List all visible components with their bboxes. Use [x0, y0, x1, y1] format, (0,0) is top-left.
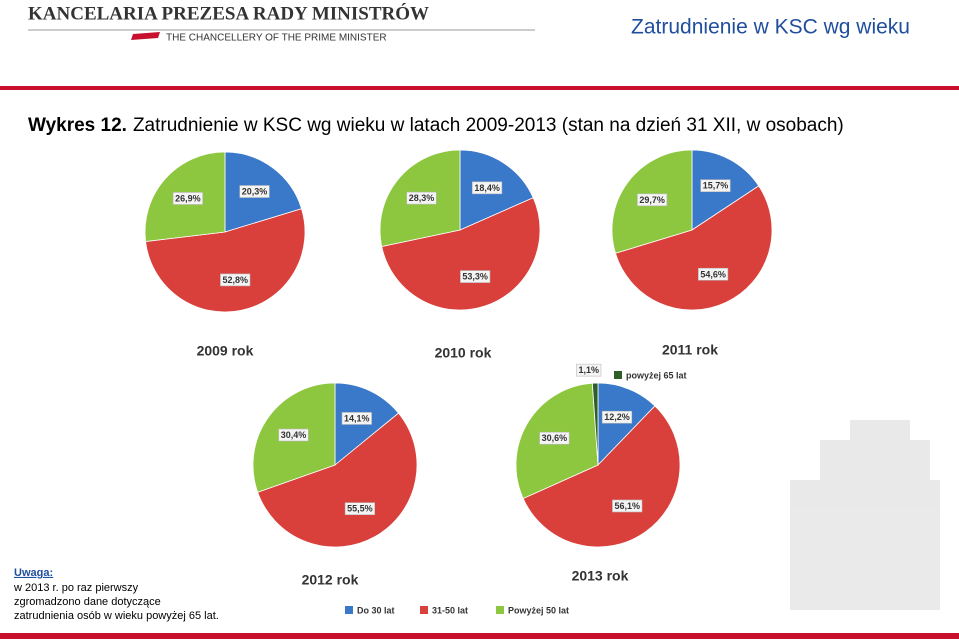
legend-label: Powyżej 50 lat: [508, 605, 569, 615]
pie-title: 2010 rok: [435, 345, 492, 361]
legend-label: powyżej 65 lat: [626, 370, 687, 380]
building-decoration: [790, 420, 940, 610]
value-label: 54,6%: [700, 269, 726, 279]
legend-swatch: [614, 371, 622, 379]
value-label-box: [539, 431, 570, 445]
value-label-box: [406, 191, 437, 205]
legend-label: Do 30 lat: [357, 605, 395, 615]
value-label: 18,4%: [474, 183, 500, 193]
note-title: Uwaga:: [14, 567, 53, 579]
legend-label: 31-50 lat: [432, 605, 468, 615]
value-label: 28,3%: [409, 193, 435, 203]
note-line: w 2013 r. po raz pierwszy: [13, 582, 139, 594]
value-label-box: [172, 192, 203, 205]
value-label: 1,1%: [578, 365, 599, 375]
value-label-box: [698, 267, 729, 281]
value-label-box: [472, 181, 503, 195]
value-label: 55,5%: [347, 504, 373, 514]
value-label-box: [344, 502, 375, 515]
value-label-box: [612, 499, 643, 513]
value-label-box: [576, 363, 602, 377]
pie-slice: [597, 382, 656, 466]
pie-slice: [591, 382, 599, 466]
value-label: 56,1%: [614, 501, 640, 511]
org-name-en: THE CHANCELLERY OF THE PRIME MINISTER: [166, 33, 387, 44]
pie-slice: [381, 197, 541, 311]
top-rule: [0, 86, 959, 90]
value-label: 29,7%: [639, 195, 665, 205]
value-label-box: [220, 273, 251, 287]
value-label-box: [341, 412, 372, 425]
bottom-rule: [0, 633, 959, 639]
note-line: zatrudnienia osób w wieku powyżej 65 lat…: [14, 610, 219, 622]
value-label: 30,6%: [542, 433, 568, 443]
value-label-box: [637, 193, 668, 207]
pie-slice: [257, 412, 418, 548]
value-label-box: [700, 179, 731, 192]
pie-title: 2013 rok: [572, 568, 629, 584]
legend-swatch: [496, 606, 504, 614]
figure-text: Zatrudnienie w KSC wg wieku w latach 200…: [133, 115, 844, 136]
value-label: 53,3%: [462, 272, 488, 282]
flag-mark: [131, 32, 160, 40]
value-label: 12,2%: [604, 412, 630, 422]
figure-label: Wykres 12.: [28, 115, 127, 136]
value-label: 26,9%: [175, 193, 201, 203]
value-label-box: [460, 270, 491, 283]
pie-title: 2012 rok: [302, 572, 359, 588]
value-label: 30,4%: [281, 430, 307, 440]
value-label: 52,8%: [222, 275, 248, 285]
slide-title: Zatrudnienie w KSC wg wieku: [631, 16, 910, 39]
pie-title: 2011 rok: [662, 342, 718, 358]
pie-title: 2009 rok: [197, 343, 254, 359]
value-label: 20,3%: [242, 187, 268, 197]
figure-title: Wykres 12. Zatrudnienie w KSC wg wieku w …: [28, 115, 844, 136]
value-label-box: [601, 410, 633, 424]
value-label-box: [278, 428, 309, 442]
pie-slice: [145, 208, 306, 313]
value-label-box: [239, 185, 270, 198]
value-label: 15,7%: [703, 181, 729, 191]
org-name: KANCELARIA PREZESA RADY MINISTRÓW: [28, 2, 429, 24]
value-label: 14,1%: [344, 413, 370, 423]
note-line: zgromadzono dane dotyczące: [14, 596, 161, 608]
legend-swatch: [420, 606, 428, 614]
pie-slice: [614, 185, 773, 311]
legend-swatch: [345, 606, 353, 614]
